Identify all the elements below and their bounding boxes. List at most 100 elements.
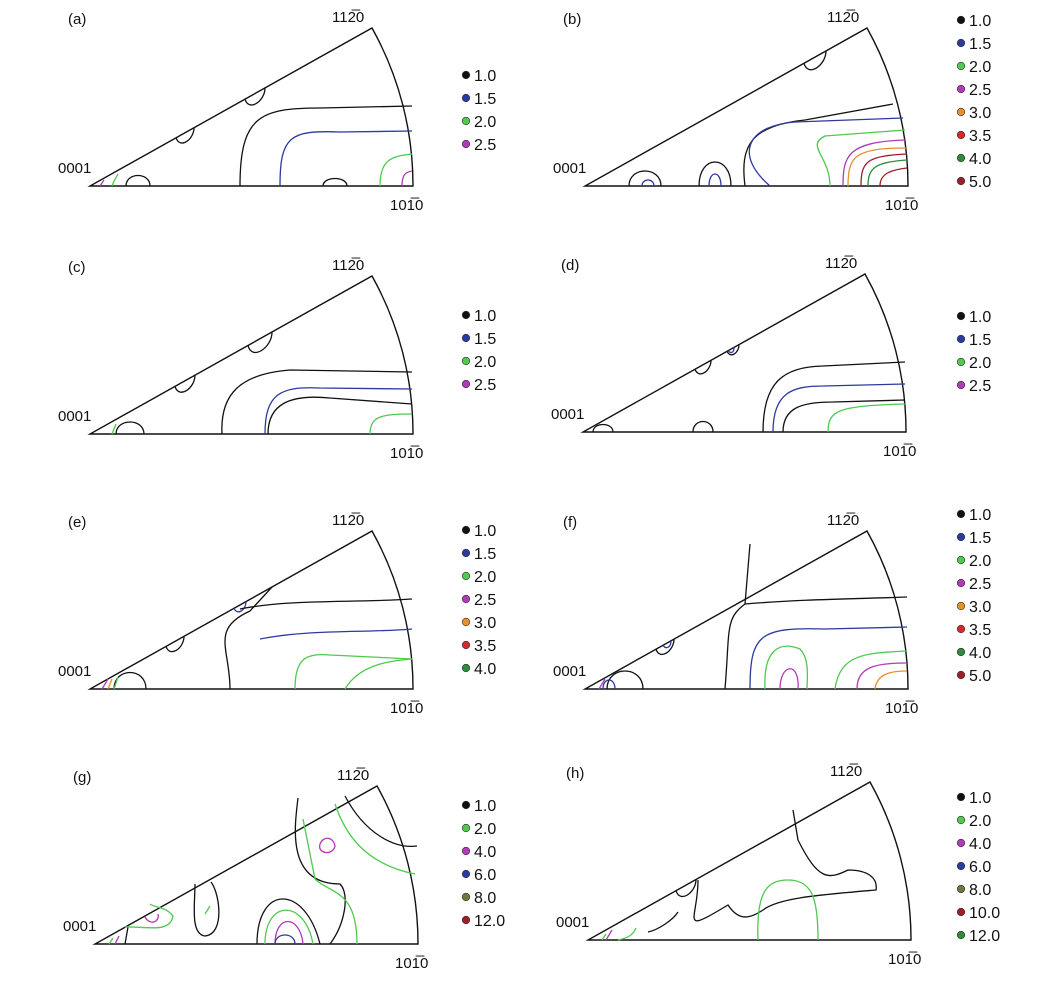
- contour-black: [221, 369, 413, 435]
- ipf-triangle-outline: [87, 530, 414, 690]
- legend-value: 2.0: [474, 569, 496, 586]
- legend-value: 3.0: [969, 599, 991, 616]
- legend-value: 4.0: [474, 844, 496, 861]
- contour-purple: [856, 662, 908, 690]
- legend-marker: [956, 838, 966, 848]
- legend-marker: [956, 670, 966, 680]
- panel-label: (d): [561, 257, 579, 274]
- legend-marker: [461, 869, 471, 879]
- panel-label: (h): [566, 765, 584, 782]
- legend-value: 4.0: [969, 645, 991, 662]
- contour-green: [111, 423, 117, 435]
- apex-label-0001: 0001: [63, 918, 96, 935]
- legend-value: 1.0: [969, 790, 991, 807]
- corner-label-10-10: 101̅0: [390, 700, 423, 717]
- corner-label-11-20: 112̅0: [337, 767, 369, 784]
- legend-value: 1.5: [969, 530, 991, 547]
- contour-black: [115, 421, 145, 435]
- legend-value: 1.5: [474, 331, 496, 348]
- legend-value: 3.5: [969, 622, 991, 639]
- corner-label-11-20: 112̅0: [332, 257, 364, 274]
- contour-green: [834, 650, 908, 690]
- legend-value: 12.0: [969, 928, 1000, 945]
- legend-marker: [956, 861, 966, 871]
- ipf-panel-a: (a) 0001 101̅0 112̅0: [58, 9, 423, 214]
- legend-value: 3.5: [969, 128, 991, 145]
- legend-h: 1.0 2.0 4.0 6.0 8.0 10.0 12.0: [956, 790, 1000, 945]
- contour-purple: [842, 139, 906, 187]
- apex-label-0001: 0001: [556, 914, 589, 931]
- ipf-panel-d: (d) 0001 101̅0 112̅0: [551, 255, 916, 460]
- legend-marker: [956, 84, 966, 94]
- panel-label: (a): [68, 11, 86, 28]
- legend-value: 6.0: [969, 859, 991, 876]
- contour-blue: [259, 628, 413, 640]
- contour-purple: [114, 935, 120, 945]
- legend-marker: [461, 823, 471, 833]
- contour-blue: [662, 640, 672, 649]
- ipf-panel-c: (c) 0001 101̅0 112̅0: [58, 257, 423, 462]
- contour-black: [244, 87, 266, 106]
- contour-black: [344, 795, 418, 848]
- legend-marker: [956, 907, 966, 917]
- contour-green: [204, 905, 211, 915]
- contour-darkred: [879, 167, 908, 187]
- legend-value: 2.0: [969, 813, 991, 830]
- contour-black: [322, 177, 348, 187]
- ipf-triangle-outline: [87, 275, 414, 435]
- contour-green: [302, 818, 358, 945]
- ipf-triangle-outline: [582, 27, 909, 187]
- contour-green: [369, 413, 413, 435]
- legend-value: 2.0: [474, 354, 496, 371]
- legend-marker: [956, 380, 966, 390]
- legend-value: 2.5: [474, 137, 496, 154]
- legend-marker: [956, 647, 966, 657]
- contour-blue: [727, 347, 735, 354]
- legend-marker: [956, 578, 966, 588]
- contour-black: [294, 797, 346, 945]
- contour-blue: [602, 679, 616, 690]
- contour-black: [175, 127, 195, 144]
- legend-marker: [956, 334, 966, 344]
- contour-black: [675, 879, 697, 897]
- corner-label-10-10: 101̅0: [885, 197, 918, 214]
- legend-marker: [461, 594, 471, 604]
- contour-darkred: [860, 153, 908, 187]
- legend-marker: [956, 357, 966, 367]
- legend-value: 1.5: [969, 36, 991, 53]
- legend-marker: [461, 333, 471, 343]
- legend-marker: [461, 571, 471, 581]
- corner-label-10-10: 101̅0: [390, 197, 423, 214]
- legend-marker: [461, 640, 471, 650]
- legend-value: 5.0: [969, 174, 991, 191]
- contour-green: [294, 654, 413, 690]
- legend-marker: [956, 38, 966, 48]
- legend-marker: [956, 930, 966, 940]
- legend-marker: [461, 379, 471, 389]
- legend-value: 1.0: [969, 309, 991, 326]
- legend-d: 1.0 1.5 2.0 2.5: [956, 309, 991, 395]
- legend-marker: [956, 61, 966, 71]
- legend-value: 2.5: [969, 82, 991, 99]
- legend-marker: [956, 815, 966, 825]
- panel-label: (f): [563, 514, 577, 531]
- corner-label-11-20: 112̅0: [825, 255, 857, 272]
- contour-green: [816, 129, 906, 187]
- legend-marker: [461, 525, 471, 535]
- legend-g: 1.0 2.0 4.0 6.0 8.0 12.0: [461, 798, 505, 930]
- panel-label: (b): [563, 11, 581, 28]
- legend-value: 1.0: [474, 308, 496, 325]
- legend-marker: [461, 356, 471, 366]
- legend-value: 4.0: [474, 661, 496, 678]
- contour-blue: [264, 387, 413, 435]
- contour-blue: [641, 179, 655, 187]
- panel-label: (g): [73, 769, 91, 786]
- contour-purple: [779, 668, 799, 690]
- contour-orange: [874, 670, 908, 690]
- legend-value: 1.5: [969, 332, 991, 349]
- contour-black: [606, 670, 644, 690]
- legend-marker: [461, 800, 471, 810]
- apex-label-0001: 0001: [553, 663, 586, 680]
- legend-value: 6.0: [474, 867, 496, 884]
